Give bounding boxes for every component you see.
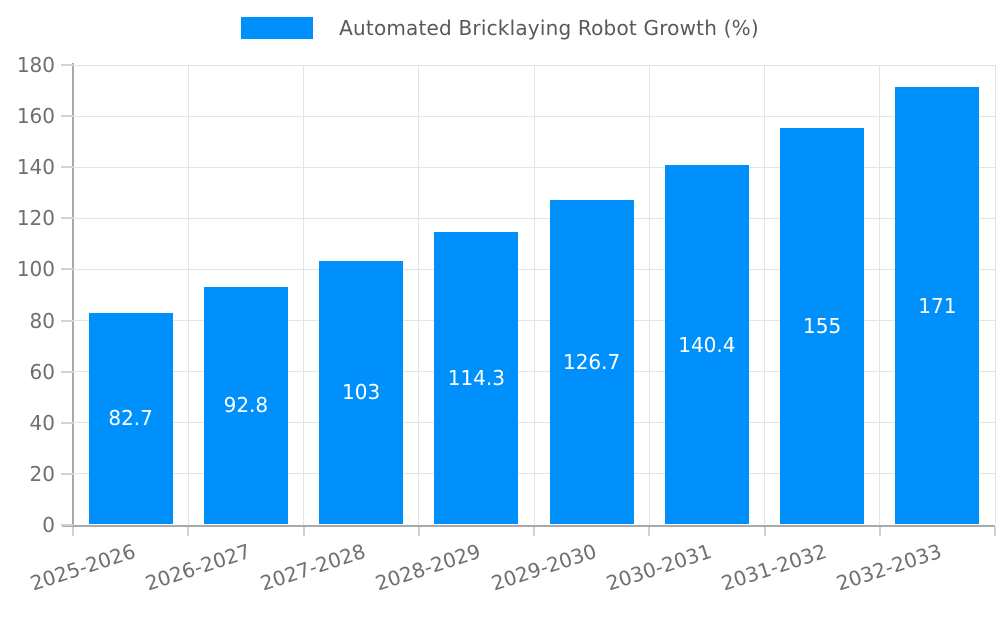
y-axis-line bbox=[72, 63, 74, 535]
x-gridline bbox=[187, 65, 189, 525]
x-axis-tick bbox=[533, 527, 535, 536]
y-axis-tick bbox=[61, 319, 73, 322]
y-tick-label: 140 bbox=[16, 155, 55, 180]
bar-value-label: 114.3 bbox=[447, 365, 505, 390]
bar-value-label: 82.7 bbox=[108, 406, 153, 431]
y-tick-label: 120 bbox=[16, 206, 55, 231]
plot-area: 0 20 40 60 80 100 120 140 160 180 82.7 2025-2026 92.… bbox=[17, 53, 996, 596]
y-tick-label: 180 bbox=[16, 53, 55, 77]
y-axis-tick bbox=[61, 421, 73, 424]
x-gridline bbox=[879, 65, 881, 525]
x-axis-tick bbox=[648, 527, 651, 536]
x-axis-tick bbox=[994, 527, 996, 536]
x-axis-line bbox=[62, 525, 995, 527]
x-axis-tick bbox=[302, 527, 305, 536]
y-axis-tick bbox=[61, 472, 73, 475]
bar-2025-2026[interactable]: 82.7 bbox=[88, 312, 173, 524]
x-axis-tick bbox=[187, 527, 190, 536]
bar-2032-2033[interactable]: 171 bbox=[895, 87, 980, 524]
x-axis-tick bbox=[417, 527, 420, 536]
bar-value-label: 126.7 bbox=[562, 350, 621, 375]
x-gridline bbox=[994, 65, 996, 525]
bar-2028-2029[interactable]: 114.3 bbox=[434, 231, 519, 524]
y-tick-label: 100 bbox=[16, 257, 55, 282]
bar-value-label: 103 bbox=[342, 380, 381, 405]
bar-2031-2032[interactable]: 155 bbox=[780, 127, 865, 524]
x-gridline bbox=[533, 65, 535, 525]
y-tick-label: 80 bbox=[29, 308, 55, 333]
x-gridline bbox=[303, 65, 304, 525]
bar-2026-2027[interactable]: 92.8 bbox=[203, 286, 288, 524]
bar-value-label: 140.4 bbox=[678, 332, 736, 357]
y-axis-tick bbox=[61, 64, 73, 67]
legend-swatch-icon bbox=[241, 17, 314, 39]
y-axis-tick bbox=[61, 217, 73, 220]
y-tick-label: 60 bbox=[29, 359, 55, 384]
y-axis-tick bbox=[61, 115, 73, 118]
x-axis-tick bbox=[763, 527, 766, 536]
y-tick-label: 160 bbox=[16, 104, 55, 129]
x-axis-tick bbox=[72, 527, 74, 536]
legend-item[interactable]: Automated Bricklaying Robot Growth (%) bbox=[0, 16, 1000, 40]
x-gridline bbox=[648, 65, 650, 525]
y-axis-tick bbox=[61, 166, 73, 169]
bar-2029-2030[interactable]: 126.7 bbox=[549, 200, 634, 524]
y-tick-label: 40 bbox=[29, 410, 55, 435]
y-tick-label: 20 bbox=[29, 461, 55, 486]
x-gridline bbox=[418, 65, 420, 525]
bar-2030-2031[interactable]: 140.4 bbox=[664, 165, 749, 524]
y-axis-tick bbox=[61, 268, 73, 271]
x-gridline bbox=[764, 65, 765, 525]
legend-label: Automated Bricklaying Robot Growth (%) bbox=[339, 16, 759, 40]
y-axis-tick bbox=[61, 370, 73, 373]
bar-value-label: 155 bbox=[803, 313, 842, 338]
bar-2027-2028[interactable]: 103 bbox=[319, 260, 404, 524]
y-axis-tick bbox=[61, 524, 73, 526]
x-tick-label: 2032-2033 bbox=[833, 539, 945, 596]
bar-chart: Automated Bricklaying Robot Growth (%) 0… bbox=[0, 16, 1000, 596]
y-tick-label: 0 bbox=[42, 513, 55, 537]
bar-value-label: 171 bbox=[918, 293, 957, 318]
bar-value-label: 92.8 bbox=[223, 393, 269, 418]
x-axis-tick bbox=[878, 527, 881, 536]
